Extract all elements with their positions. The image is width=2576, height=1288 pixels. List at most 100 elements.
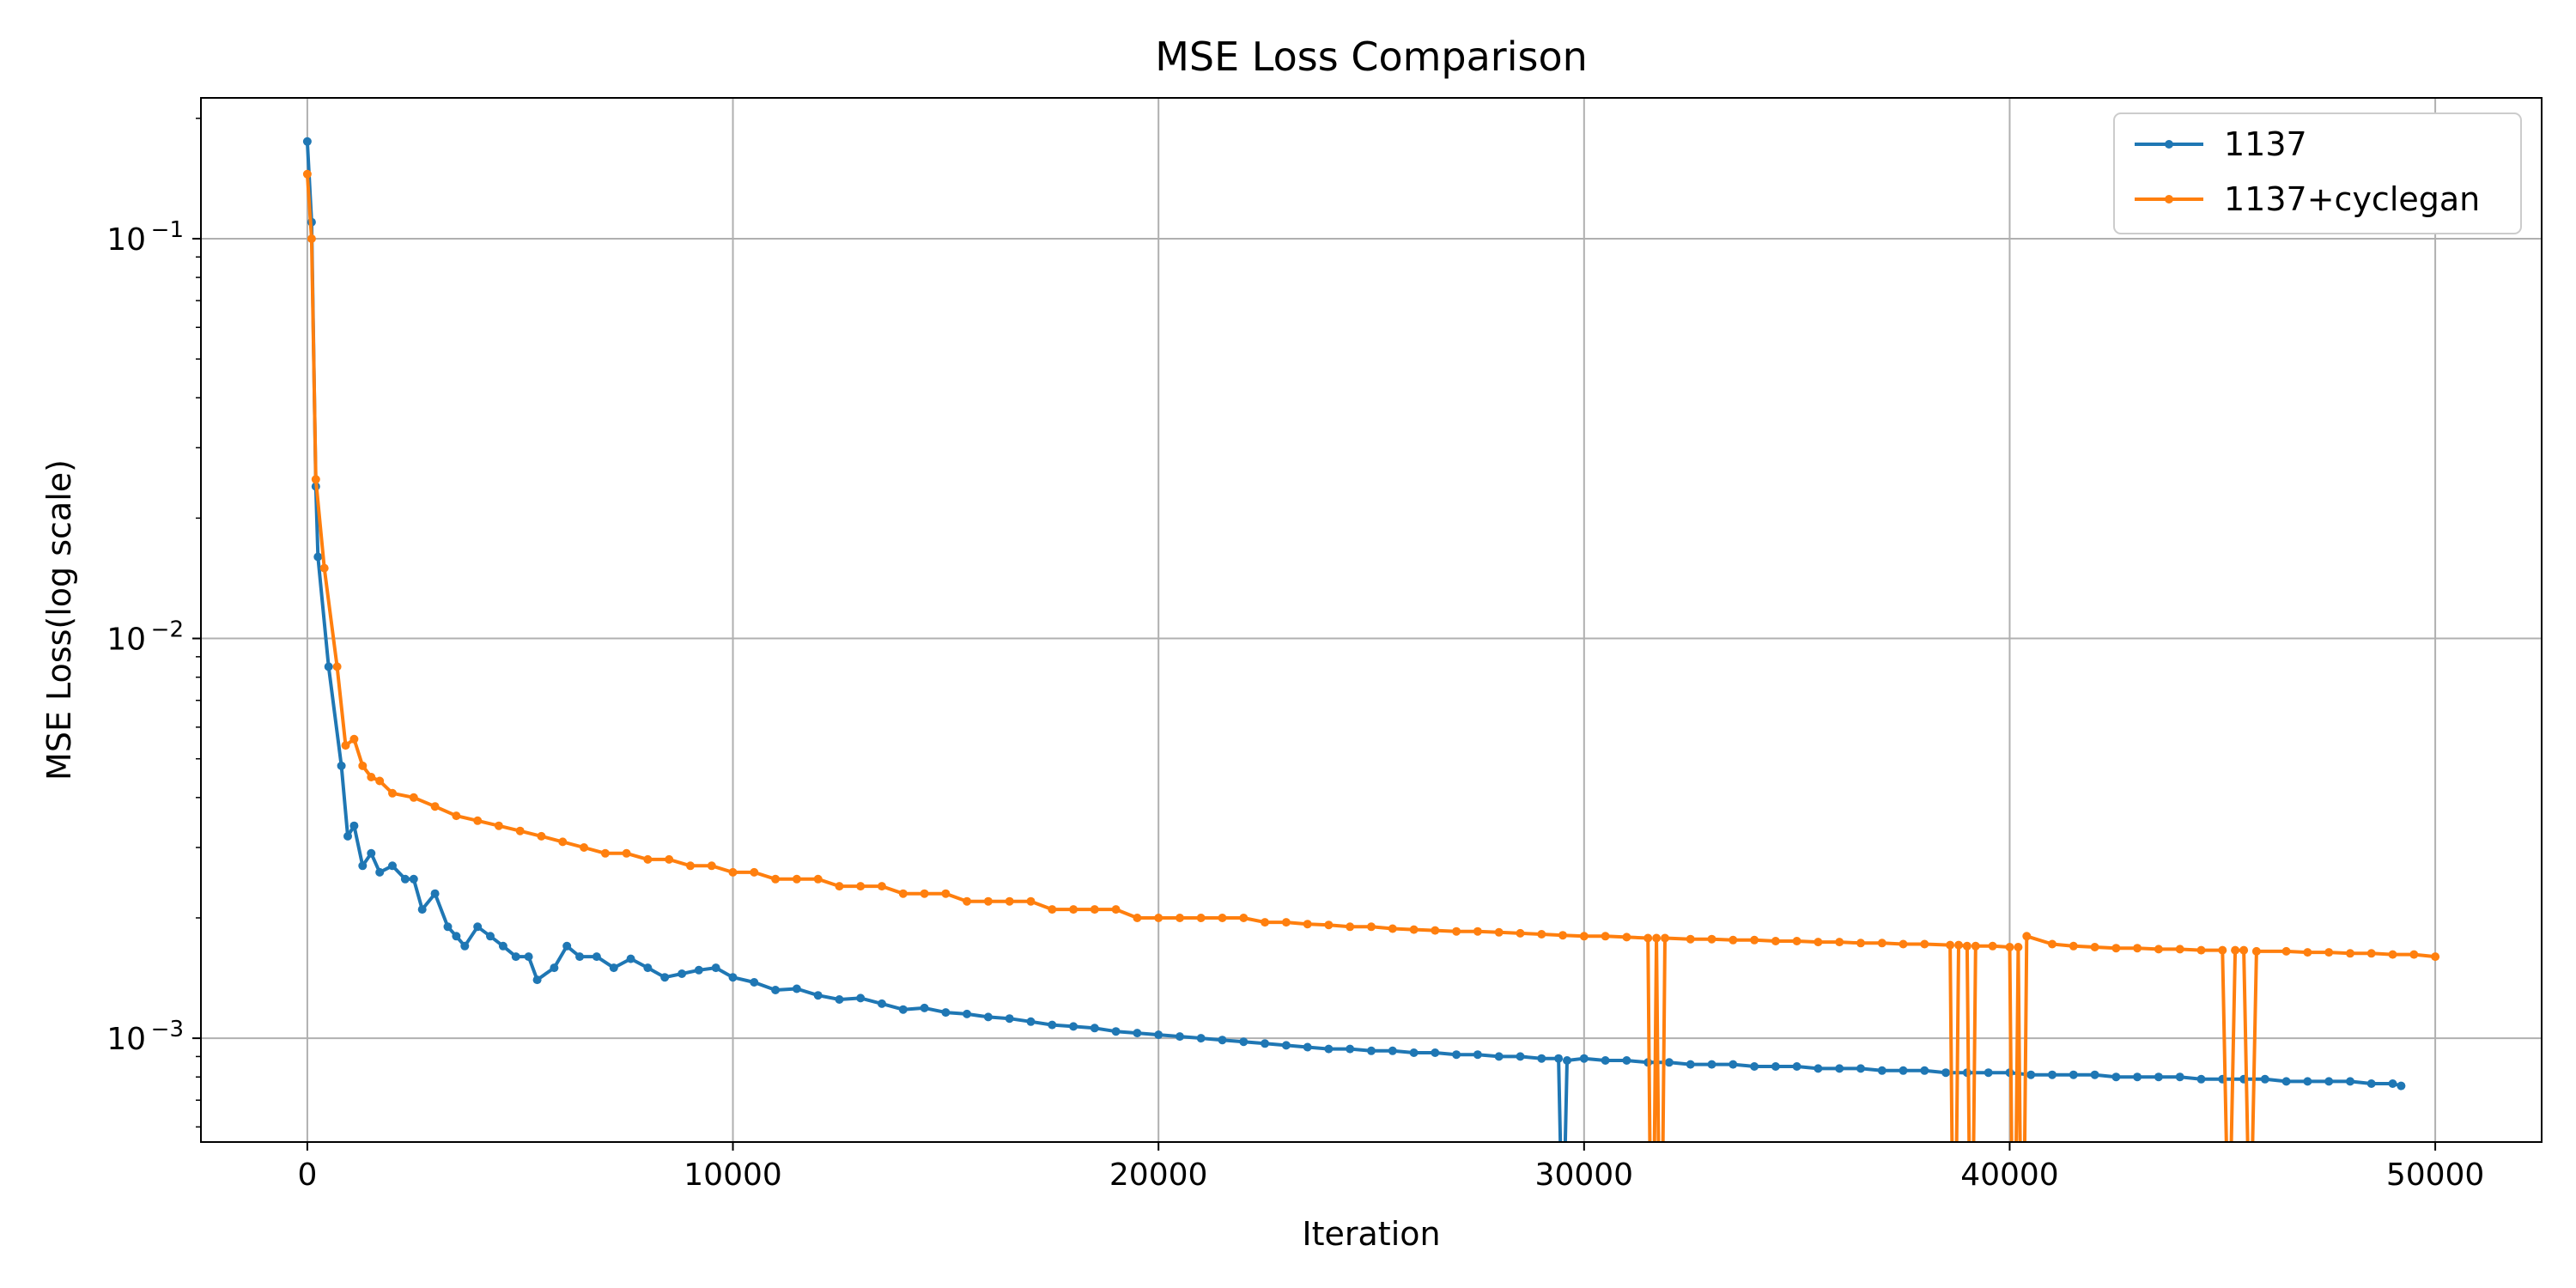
data-point xyxy=(1707,934,1716,944)
data-point xyxy=(2409,950,2419,959)
data-point xyxy=(409,874,418,884)
data-point xyxy=(1324,1044,1334,1054)
data-point xyxy=(1090,1024,1099,1033)
data-point xyxy=(524,952,533,962)
data-point xyxy=(1537,930,1546,939)
data-point xyxy=(337,761,346,770)
data-point xyxy=(750,978,759,987)
data-point xyxy=(1728,935,1738,945)
data-point xyxy=(367,773,376,781)
data-point xyxy=(580,843,589,852)
data-point xyxy=(1473,1050,1482,1060)
data-point xyxy=(532,975,542,985)
x-tick-label: 30000 xyxy=(1535,1157,1634,1193)
data-point xyxy=(2133,1072,2142,1082)
data-point xyxy=(2014,943,2023,951)
data-point xyxy=(313,552,323,562)
data-point xyxy=(1154,1030,1163,1040)
data-point xyxy=(665,854,674,864)
data-point xyxy=(460,941,470,951)
chart-title: MSE Loss Comparison xyxy=(1155,33,1588,80)
data-point xyxy=(643,854,653,864)
axes-frame xyxy=(200,97,2543,1143)
data-point xyxy=(1218,914,1227,922)
data-point xyxy=(2175,945,2184,954)
data-point xyxy=(511,952,520,962)
data-point xyxy=(430,889,440,898)
data-point xyxy=(349,734,359,744)
y-tick-label: 10 xyxy=(106,1022,146,1057)
data-point xyxy=(1652,933,1662,943)
data-point xyxy=(332,662,342,671)
x-tick-label: 20000 xyxy=(1109,1157,1208,1193)
data-point xyxy=(375,867,385,877)
data-point xyxy=(2366,1079,2376,1088)
data-point xyxy=(1856,1064,1865,1073)
data-point xyxy=(2231,945,2240,955)
data-point xyxy=(1537,1054,1546,1063)
y-tick-label: 10 xyxy=(106,623,146,658)
data-point xyxy=(622,848,631,858)
data-point xyxy=(2281,946,2291,956)
data-point xyxy=(302,169,312,179)
data-point xyxy=(1154,914,1163,922)
data-point xyxy=(1111,1027,1121,1036)
data-point xyxy=(963,896,972,906)
data-point xyxy=(2388,950,2397,959)
data-point xyxy=(2154,1072,2163,1082)
data-point xyxy=(1048,905,1057,914)
data-point xyxy=(2196,945,2206,955)
x-tick-label: 50000 xyxy=(2386,1157,2485,1193)
data-point xyxy=(430,802,440,811)
data-point xyxy=(771,874,781,884)
data-point xyxy=(1792,937,1801,945)
data-point xyxy=(1563,1056,1571,1065)
data-point xyxy=(1431,926,1440,935)
data-point xyxy=(494,821,503,830)
data-point xyxy=(1324,920,1334,930)
x-tick-label: 10000 xyxy=(683,1157,782,1193)
data-point xyxy=(1686,934,1695,944)
legend-box xyxy=(2113,112,2522,234)
data-point xyxy=(1771,1062,1780,1071)
data-point xyxy=(1048,1020,1057,1030)
data-point xyxy=(1643,933,1653,943)
data-point xyxy=(711,963,720,973)
data-point xyxy=(452,932,461,941)
data-point xyxy=(2111,944,2121,953)
data-point xyxy=(1281,1041,1291,1050)
data-point xyxy=(609,963,618,973)
data-point xyxy=(2196,1074,2206,1084)
data-point xyxy=(319,563,329,573)
data-point xyxy=(1409,925,1419,934)
data-point xyxy=(349,821,359,830)
data-point xyxy=(1516,928,1525,938)
data-point xyxy=(1090,905,1099,914)
data-point xyxy=(2218,945,2227,955)
data-point xyxy=(400,874,410,884)
data-point xyxy=(920,1003,929,1012)
data-point xyxy=(1388,1046,1397,1055)
data-point xyxy=(1814,1064,1823,1073)
data-point xyxy=(813,874,823,884)
legend-label-1137-cyclegan: 1137+cyclegan xyxy=(2224,180,2480,218)
x-tick-label: 0 xyxy=(297,1157,317,1193)
data-point xyxy=(1622,933,1631,942)
data-point xyxy=(1218,1036,1227,1045)
legend: 1137 1137+cyclegan xyxy=(2113,112,2522,234)
data-point xyxy=(1346,922,1355,932)
data-point xyxy=(1971,941,1980,951)
data-point xyxy=(1899,1066,1908,1075)
data-point xyxy=(515,826,525,835)
data-point xyxy=(498,941,507,951)
data-point xyxy=(1792,1062,1801,1071)
data-point xyxy=(792,984,801,993)
data-point xyxy=(1452,927,1461,936)
data-point xyxy=(2069,941,2078,951)
data-point xyxy=(1622,1056,1631,1065)
data-point xyxy=(1281,918,1291,927)
data-point xyxy=(1835,1064,1844,1073)
data-point xyxy=(1026,1017,1036,1026)
data-point xyxy=(1388,924,1397,933)
data-point xyxy=(813,991,823,1000)
